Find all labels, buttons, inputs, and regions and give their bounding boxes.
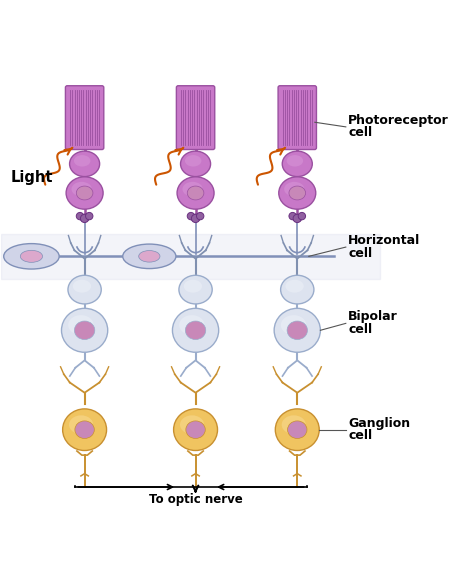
Ellipse shape: [73, 280, 91, 293]
Ellipse shape: [68, 275, 101, 304]
FancyBboxPatch shape: [176, 86, 215, 150]
Ellipse shape: [185, 155, 201, 166]
Ellipse shape: [274, 308, 320, 352]
Ellipse shape: [185, 321, 206, 339]
Ellipse shape: [76, 186, 93, 200]
Ellipse shape: [62, 308, 108, 352]
Ellipse shape: [186, 421, 205, 438]
Text: Bipolar: Bipolar: [348, 310, 398, 324]
Ellipse shape: [173, 308, 219, 352]
Ellipse shape: [284, 182, 304, 196]
Ellipse shape: [75, 421, 94, 438]
Circle shape: [197, 212, 204, 220]
Ellipse shape: [181, 151, 210, 176]
Text: cell: cell: [348, 429, 372, 442]
FancyBboxPatch shape: [65, 86, 104, 150]
Ellipse shape: [279, 177, 316, 209]
Ellipse shape: [63, 409, 107, 450]
Text: Horizontal: Horizontal: [348, 234, 420, 247]
Ellipse shape: [66, 177, 103, 209]
Ellipse shape: [80, 214, 89, 222]
Ellipse shape: [179, 275, 212, 304]
Ellipse shape: [184, 280, 202, 293]
Text: Light: Light: [10, 170, 53, 185]
Ellipse shape: [179, 315, 205, 335]
Ellipse shape: [281, 315, 306, 335]
Ellipse shape: [275, 409, 319, 450]
Circle shape: [81, 214, 89, 222]
Circle shape: [289, 212, 296, 220]
Text: cell: cell: [348, 126, 372, 140]
Ellipse shape: [289, 186, 306, 200]
Ellipse shape: [68, 315, 94, 335]
Ellipse shape: [292, 214, 302, 222]
Circle shape: [298, 212, 306, 220]
Text: Ganglion: Ganglion: [348, 417, 410, 430]
Ellipse shape: [20, 250, 43, 262]
Ellipse shape: [69, 416, 93, 434]
Ellipse shape: [123, 244, 176, 268]
Circle shape: [191, 214, 200, 222]
FancyBboxPatch shape: [278, 86, 317, 150]
Ellipse shape: [282, 151, 312, 176]
Ellipse shape: [191, 214, 200, 222]
Ellipse shape: [74, 155, 91, 166]
Circle shape: [293, 214, 301, 222]
Ellipse shape: [72, 182, 92, 196]
Circle shape: [76, 212, 84, 220]
Ellipse shape: [285, 280, 304, 293]
Ellipse shape: [182, 182, 203, 196]
Text: cell: cell: [348, 323, 372, 336]
Ellipse shape: [177, 177, 214, 209]
Circle shape: [187, 212, 195, 220]
Ellipse shape: [187, 186, 204, 200]
Ellipse shape: [139, 250, 160, 262]
Ellipse shape: [70, 151, 100, 176]
Ellipse shape: [173, 409, 218, 450]
Text: Photoreceptor: Photoreceptor: [348, 114, 449, 127]
Ellipse shape: [180, 416, 204, 434]
Ellipse shape: [288, 421, 307, 438]
Ellipse shape: [74, 321, 95, 339]
Ellipse shape: [287, 155, 303, 166]
Ellipse shape: [282, 416, 306, 434]
Text: cell: cell: [348, 247, 372, 260]
Ellipse shape: [281, 275, 314, 304]
Ellipse shape: [287, 321, 308, 339]
Ellipse shape: [4, 244, 59, 269]
Circle shape: [85, 212, 93, 220]
Text: To optic nerve: To optic nerve: [149, 492, 242, 506]
